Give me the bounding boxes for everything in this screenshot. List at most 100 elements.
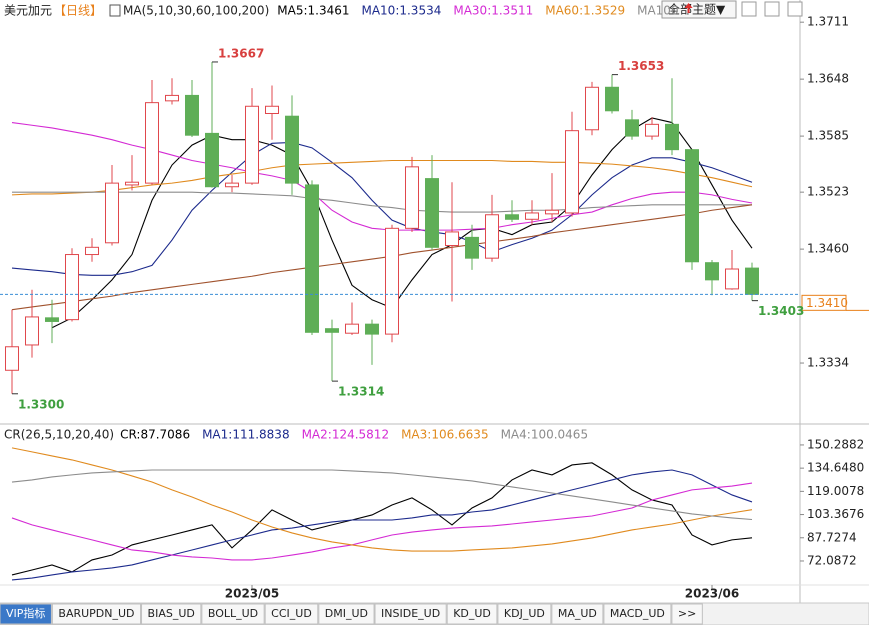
theme-button[interactable]: [661, 0, 737, 19]
series-line: [12, 191, 752, 213]
y-tick-label: 1.3523: [807, 185, 849, 199]
tab-label[interactable]: >>: [678, 607, 696, 620]
tab-label[interactable]: BOLL_UD: [208, 607, 258, 620]
y-tick-label: 72.0872: [807, 553, 857, 567]
candle-body: [265, 105, 279, 114]
legend-entry: MA60:1.3529: [545, 4, 625, 18]
candle-body: [645, 123, 659, 137]
tab-label[interactable]: DMI_UD: [325, 607, 368, 620]
chart-title: 美元加元: [4, 4, 52, 18]
period-label: 【日线】: [54, 4, 102, 18]
series-line: [11, 469, 753, 521]
candle-body: [145, 102, 159, 184]
tab-box[interactable]: [264, 603, 319, 625]
legend-entry: MA30:1.3511: [453, 4, 533, 18]
tab[interactable]: VIP指标: [0, 603, 52, 625]
tab-label[interactable]: VIP指标: [6, 606, 45, 620]
tab-label[interactable]: MACD_UD: [610, 607, 665, 620]
legend-arrow-icon: [684, 3, 693, 13]
legend-entry: MA4:100.0465: [501, 428, 589, 442]
tab-box[interactable]: [201, 603, 265, 625]
extreme-label: 1.3667: [218, 46, 264, 60]
tab-label[interactable]: KD_UD: [453, 607, 491, 620]
x-tick-label: 2023/06: [685, 587, 739, 601]
tab[interactable]: BIAS_UD: [141, 603, 202, 625]
legend-entry: MA100: [637, 4, 678, 18]
candle-body: [505, 214, 519, 220]
candle-body: [305, 184, 319, 333]
x-tick-label: 2023/05: [225, 587, 279, 601]
tab-box[interactable]: [497, 603, 552, 625]
series-line: [11, 462, 753, 576]
tab-label[interactable]: CCI_UD: [271, 607, 312, 620]
candle-body: [245, 105, 259, 184]
candle-body: [545, 209, 559, 215]
tab-box[interactable]: [51, 603, 142, 625]
candle-body: [425, 178, 439, 248]
y-tick-label: 1.3648: [807, 72, 849, 86]
tab-label[interactable]: BARUPDN_UD: [58, 607, 134, 620]
tab[interactable]: MA_UD: [551, 603, 604, 625]
candle-body: [725, 268, 739, 290]
tab-label[interactable]: KDJ_UD: [504, 607, 545, 620]
indicator-icon[interactable]: [109, 4, 121, 17]
extreme-label: 1.3300: [18, 397, 64, 411]
candle-body: [85, 246, 99, 256]
tab[interactable]: INSIDE_UD: [374, 603, 447, 625]
legend-entry: MA2:124.5812: [302, 428, 390, 442]
tab-label[interactable]: BIAS_UD: [148, 607, 195, 620]
candle-body: [225, 182, 239, 188]
candle-body: [445, 231, 459, 247]
tab[interactable]: KD_UD: [446, 603, 498, 625]
tab-label[interactable]: MA_UD: [558, 607, 597, 620]
series-line: [11, 121, 753, 231]
tab[interactable]: BARUPDN_UD: [51, 603, 142, 625]
y-tick-label: 1.3460: [807, 242, 849, 256]
candle-body: [105, 182, 119, 244]
close-button[interactable]: [787, 1, 803, 17]
candle-body: [625, 119, 639, 137]
last-price-label: 1.3410: [806, 296, 848, 310]
candle-body: [665, 123, 679, 151]
tab[interactable]: KDJ_UD: [497, 603, 552, 625]
tab[interactable]: >>: [671, 603, 703, 625]
tab-box[interactable]: [0, 603, 52, 625]
tab[interactable]: CCI_UD: [264, 603, 319, 625]
candle-body: [345, 323, 359, 334]
tab-box[interactable]: [671, 603, 703, 625]
tab-box[interactable]: [446, 603, 498, 625]
candle-body: [5, 346, 19, 371]
window-button[interactable]: [764, 1, 780, 17]
series-line: [11, 469, 753, 581]
tab[interactable]: MACD_UD: [603, 603, 672, 625]
candle-body: [465, 236, 479, 259]
candle-body: [365, 323, 379, 335]
series-line: [11, 447, 753, 552]
legend-entry: MA1:111.8838: [202, 428, 290, 442]
y-tick-label: 1.3585: [807, 129, 849, 143]
tab-box[interactable]: [318, 603, 375, 625]
y-tick-label: 1.3334: [807, 356, 849, 370]
candle-body: [25, 316, 39, 346]
window-button[interactable]: [741, 1, 757, 17]
y-tick-label: 150.2882: [807, 437, 864, 451]
legend-entry: MA10:1.3534: [361, 4, 441, 18]
extreme-label: 1.3314: [338, 385, 384, 399]
tab[interactable]: DMI_UD: [318, 603, 375, 625]
legend-entry: MA3:106.6635: [401, 428, 489, 442]
candle-body: [705, 262, 719, 281]
candle-body: [185, 94, 199, 136]
indicator-title: MA(5,10,30,60,100,200): [123, 4, 269, 18]
theme-button-label[interactable]: 全部主题▼: [668, 2, 726, 17]
tab-box[interactable]: [551, 603, 604, 625]
tab-box[interactable]: [603, 603, 672, 625]
last-price-tag: [801, 294, 847, 311]
series-line: [11, 141, 753, 276]
tab-box[interactable]: [141, 603, 202, 625]
tab-box[interactable]: [374, 603, 447, 625]
candle-body: [165, 94, 179, 102]
tab-label[interactable]: INSIDE_UD: [381, 607, 440, 620]
candle-body: [525, 212, 539, 220]
tab[interactable]: BOLL_UD: [201, 603, 265, 625]
